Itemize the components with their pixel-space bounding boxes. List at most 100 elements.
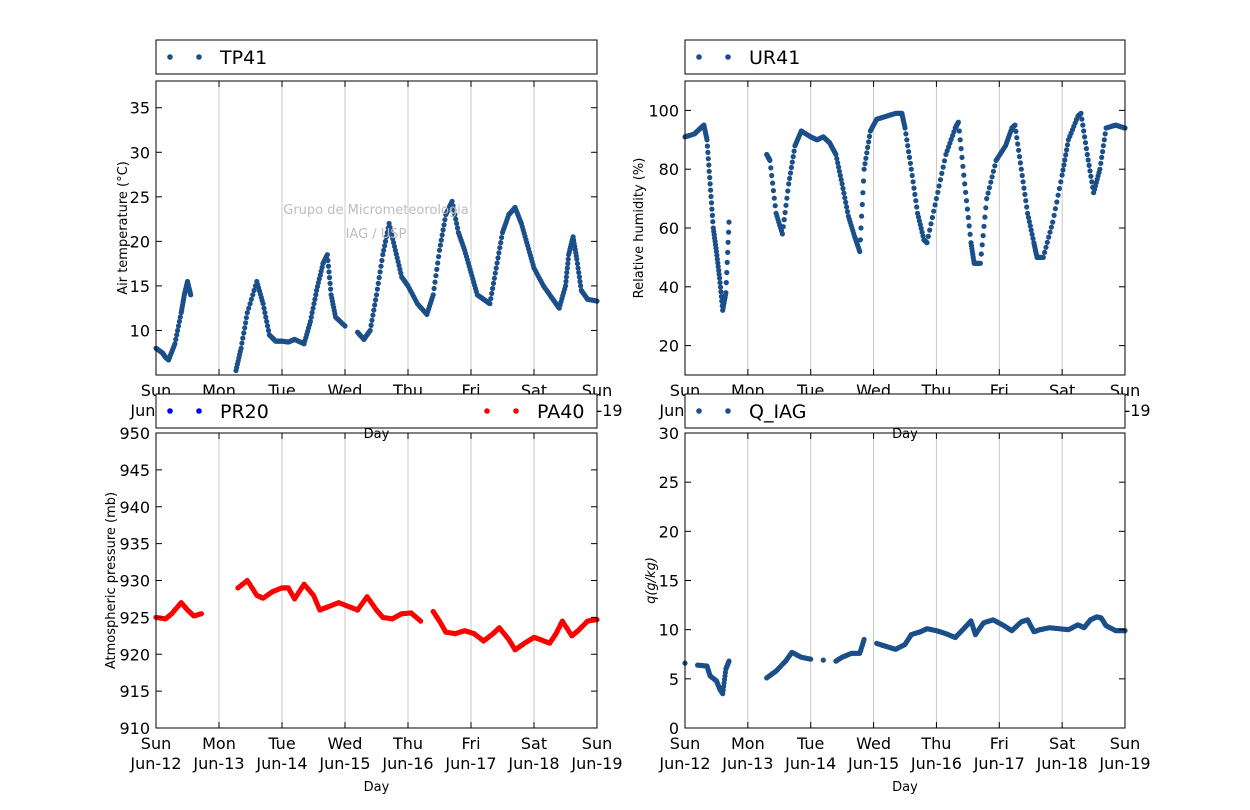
- data-point: [438, 237, 444, 243]
- data-point: [839, 181, 845, 187]
- x-tick-label-date: Jun-15: [318, 754, 370, 773]
- x-tick-label-date: Jun-12: [129, 754, 181, 773]
- data-point: [924, 240, 930, 246]
- data-point: [441, 222, 447, 228]
- data-point: [246, 305, 252, 311]
- y-tick-label: 60: [659, 219, 679, 238]
- data-point: [240, 335, 246, 341]
- data-point: [933, 196, 940, 202]
- data-point: [985, 190, 991, 196]
- x-tick-label-date: Jun-18: [507, 754, 559, 773]
- data-point: [982, 214, 988, 220]
- data-point: [378, 263, 384, 269]
- data-point: [723, 280, 729, 286]
- data-point: [260, 301, 266, 307]
- data-point: [903, 131, 909, 137]
- data-point: [1084, 151, 1090, 158]
- data-point: [488, 296, 494, 302]
- data-point: [786, 181, 792, 187]
- x-tick-label-date: Jun-12: [658, 754, 710, 773]
- data-point: [342, 323, 348, 329]
- data-point: [265, 323, 271, 329]
- data-point: [391, 240, 397, 246]
- data-point: [858, 225, 864, 231]
- data-point: [1028, 227, 1034, 233]
- data-point: [265, 327, 272, 334]
- data-point: [1056, 185, 1062, 192]
- data-point: [767, 157, 773, 163]
- data-point: [1030, 235, 1036, 242]
- data-point: [176, 318, 182, 325]
- data-point: [986, 185, 993, 191]
- data-point: [242, 325, 248, 331]
- data-point: [961, 172, 967, 178]
- legend-frame: [155, 393, 598, 429]
- data-point: [563, 278, 569, 285]
- data-point: [723, 290, 729, 296]
- data-point: [312, 296, 318, 302]
- data-point: [861, 636, 867, 643]
- data-point: [1059, 172, 1065, 178]
- data-point: [248, 296, 254, 302]
- data-point: [1051, 212, 1057, 218]
- series-Q_IAG: [682, 614, 1128, 697]
- data-point: [449, 198, 455, 204]
- data-point: [770, 180, 776, 186]
- data-point: [1082, 140, 1089, 146]
- legend-frame: [155, 39, 598, 75]
- data-point: [262, 310, 268, 316]
- data-point: [367, 327, 373, 334]
- data-point: [1089, 179, 1095, 185]
- data-point: [770, 188, 777, 194]
- data-point: [963, 198, 970, 204]
- data-point: [319, 264, 325, 271]
- data-point: [433, 273, 439, 279]
- data-point: [376, 275, 382, 281]
- axes-frame: [684, 432, 1126, 729]
- data-point: [791, 148, 797, 154]
- data-point: [715, 264, 721, 270]
- data-point: [1062, 157, 1068, 163]
- data-point: [1025, 210, 1031, 216]
- data-point: [859, 201, 865, 208]
- data-point: [1064, 147, 1070, 153]
- data-point: [857, 237, 864, 243]
- y-tick-label: 940: [119, 498, 150, 517]
- data-point: [960, 163, 966, 169]
- data-point: [1044, 239, 1050, 245]
- x-axis-label: Day: [892, 427, 918, 442]
- y-tick-label: 25: [659, 473, 679, 492]
- data-point: [453, 216, 459, 222]
- data-point: [864, 150, 870, 156]
- data-point: [377, 269, 383, 275]
- data-point: [1042, 249, 1048, 255]
- y-tick-label: 920: [119, 645, 150, 664]
- x-tick-label-day: Fri: [990, 734, 1009, 753]
- x-axis-label: Day: [364, 427, 390, 442]
- data-point: [372, 302, 378, 308]
- data-point: [844, 209, 851, 215]
- x-tick-label-day: Tue: [796, 734, 824, 753]
- data-point: [374, 286, 380, 292]
- data-point: [941, 158, 948, 164]
- data-point: [838, 177, 844, 183]
- data-point: [1099, 154, 1105, 160]
- data-point: [905, 143, 911, 149]
- y-tick-label: 910: [119, 719, 150, 738]
- x-tick-label-day: Mon: [731, 734, 765, 753]
- x-tick-label-date: Jun-14: [784, 754, 836, 773]
- data-point: [1025, 214, 1032, 221]
- data-point: [1097, 166, 1103, 172]
- data-point: [783, 202, 789, 208]
- data-point: [779, 231, 786, 237]
- data-point: [780, 224, 786, 230]
- data-point: [843, 199, 849, 205]
- x-tick-label-date: Jun-16: [381, 754, 433, 773]
- x-tick-label-day: Sun: [670, 734, 700, 753]
- data-point: [382, 238, 389, 244]
- data-point: [325, 263, 331, 269]
- y-tick-label: 25: [130, 188, 150, 207]
- data-point: [1083, 146, 1089, 152]
- data-point: [1022, 191, 1028, 197]
- data-point: [935, 189, 941, 195]
